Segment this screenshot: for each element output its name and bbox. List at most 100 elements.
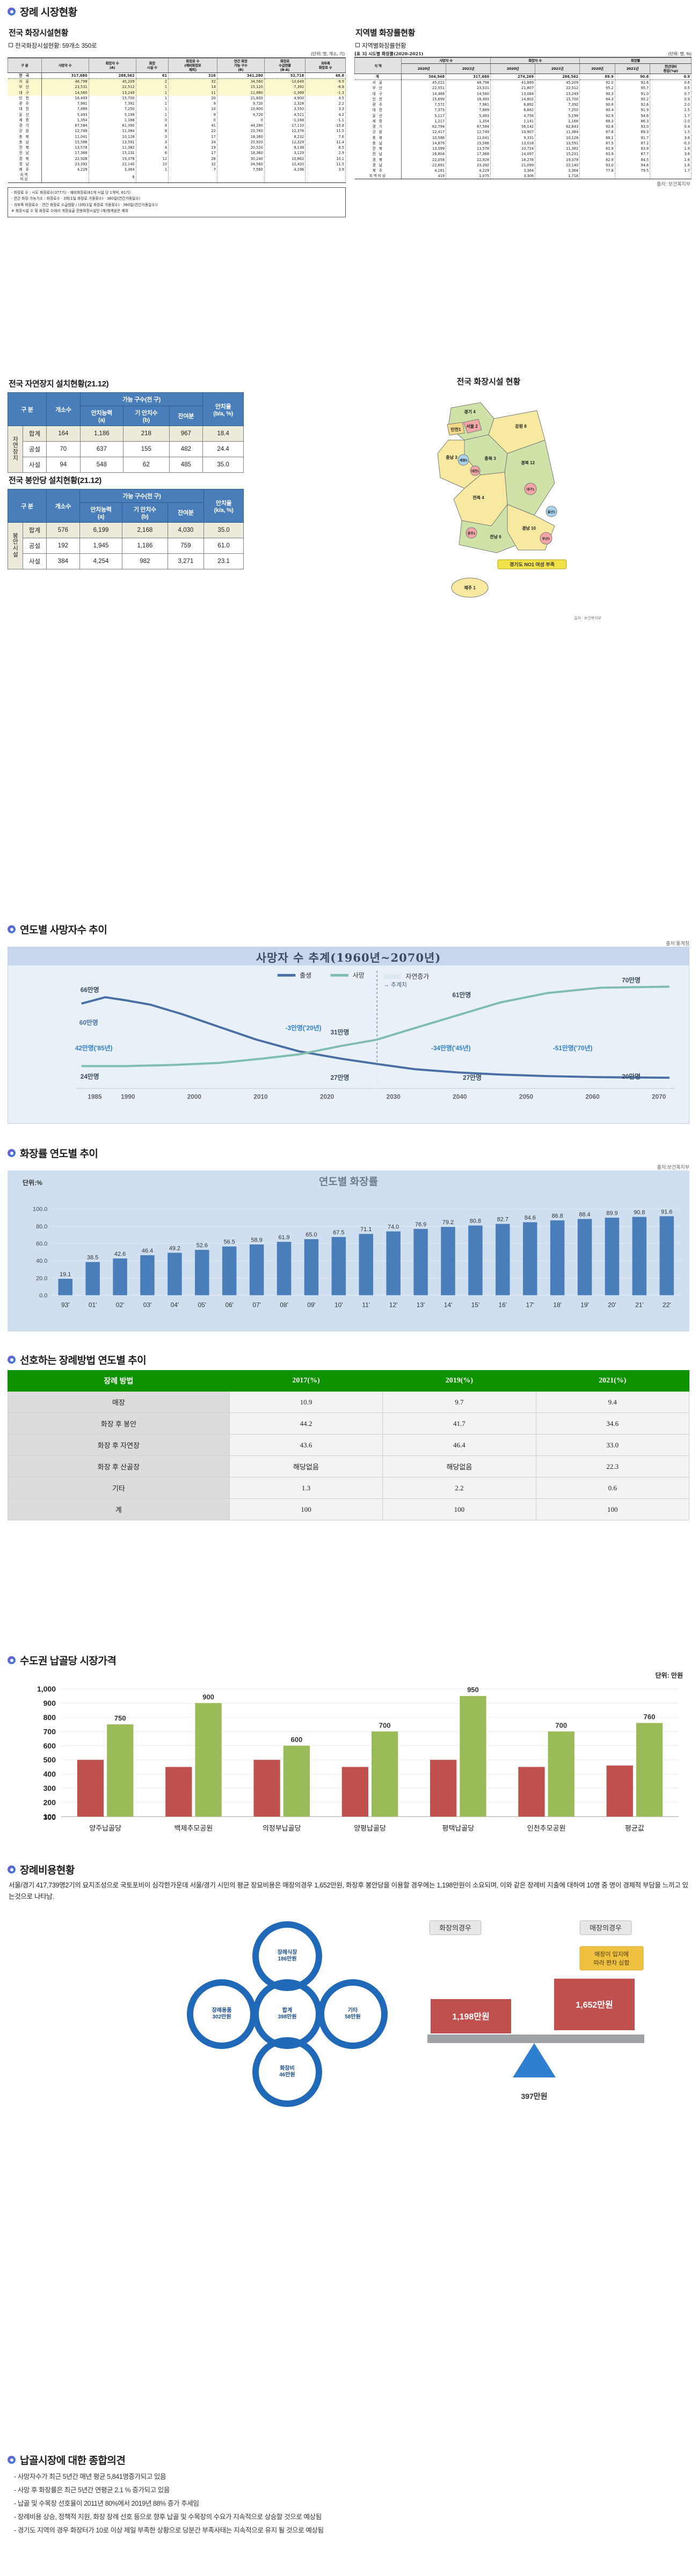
table-cell: 24.4 (202, 441, 244, 457)
table-cell: 67,584 (41, 123, 89, 129)
x-tick: 2010 (253, 1093, 268, 1101)
x-tick: 의정부납골당 (263, 1824, 301, 1832)
x-tick-labels: 양주납골당 백제추모공원 의정부납골당 양평납골당 평택납골당 인천추모공원 평균값 (89, 1824, 644, 1832)
table-cell (217, 172, 265, 183)
x-tick: 07' (252, 1301, 261, 1308)
cost-paragraph: 서울/경기 417,739명2기의 묘지조성으로 국토포비이 심각한가운데 서울… (9, 1882, 688, 1901)
table-cell: 1,168 (535, 118, 580, 125)
table-cell (41, 172, 89, 183)
bar-value: 700 (379, 1721, 391, 1729)
th-sub: 2021년 (535, 63, 580, 74)
table-cell: 91.9 (615, 107, 651, 113)
table-cell: 2.0 (650, 102, 692, 108)
x-tick: 13' (417, 1301, 425, 1308)
table-cell: 22,551 (401, 85, 447, 91)
table-cell: 10 (136, 161, 169, 167)
table-cell: 419 (401, 173, 447, 180)
table-row: 광 주 7,572 7,981 6,892 7,392 90.6 92.6 2.0 (354, 102, 692, 108)
cost-scale-diagram: 화장의경우 매장의경우 매장이 입지에 따라 편차 심함 1,198만원 1,6… (419, 1919, 671, 2117)
map-region-seoul (463, 419, 482, 434)
note-line: - 연간 화장 가능기수 : 화장로수 · 3회(1일 화장로 가동횟수) · … (11, 196, 141, 201)
table-cell: 3.6 (650, 135, 692, 141)
natural-burial-table: 구 분 개소수 가능 구수(천 구) 안치율 (b/a, %) 안치능력 (a)… (8, 392, 244, 473)
crematorium-subtitle: 전국 화장시설현황 (9, 28, 68, 38)
table-row: 전 북 13,099 13,578 10,724 11,382 81.9 83.8 1.9 (354, 146, 692, 152)
table-cell: 0.9 (650, 73, 692, 80)
preference-table: 장례 방법 2017(%) 2019(%) 2021(%) 매장 10.9 9.7 9.4 화… (8, 1370, 690, 1520)
table-cell: 1,186 (122, 538, 168, 554)
table-cell: 10,128 (535, 135, 580, 141)
table-cell: 4,196 (264, 166, 306, 173)
y-tick: 100.0 (33, 1206, 47, 1213)
table-row: 매장 10.9 9.7 9.4 (8, 1391, 690, 1413)
table-cell: 전 국 (8, 72, 42, 79)
table-row: 공설 192 1,945 1,186 759 61.0 (8, 538, 244, 554)
bar-value: 38.5 (87, 1255, 98, 1261)
th-capacity-group: 가능 구수(천 구) (79, 489, 205, 503)
table-cell: 13,249 (89, 90, 136, 96)
table-cell: 87.7 (615, 151, 651, 157)
bullet-ring-icon (8, 8, 16, 16)
bullet-ring-icon (8, 925, 16, 933)
table-cell: 23.1 (203, 553, 244, 569)
th-sub: 2020년 (401, 63, 447, 74)
table-cell: 1,075 (446, 173, 491, 180)
x-tick: 02' (116, 1301, 125, 1308)
table-cell (136, 172, 169, 183)
korea-map-svg: 서울 2 인천1 경기 4 강원 8 충북 3 충남 3 세종0 대전1 경북 … (437, 402, 567, 598)
table-cell: 4,254 (79, 553, 123, 569)
x-tick: 2060 (585, 1093, 600, 1101)
x-tick: 평택납골당 (442, 1824, 474, 1832)
table-cell: -1,369 (264, 90, 306, 96)
table-cell: 15,231 (89, 150, 136, 156)
columbarium-block: 전국 봉안당 설치현황(21.12) 구 분 개소수 가능 구수(천 구) 안치… (8, 472, 244, 569)
bar (249, 1244, 264, 1296)
table-row: 경 북 22,928 19,378 12 28 30,240 10,862 10.1 (8, 156, 346, 162)
table-cell: 2,328 (264, 101, 306, 107)
table-cell: 48,798 (41, 78, 89, 85)
table-cell: 16,493 (41, 95, 89, 101)
th-sub: 2020년 (579, 63, 615, 74)
bar (659, 1216, 674, 1296)
bar (441, 1227, 455, 1296)
table-cell: 1.7 (650, 113, 692, 119)
table-cell: 3.3 (305, 106, 346, 112)
table-cell: 4.2 (305, 112, 346, 118)
table-cell: 164 (46, 426, 81, 442)
table-cell: 23,392 (446, 162, 491, 168)
table-cell: 사설 (23, 457, 47, 473)
table-cell: 8,232 (264, 134, 306, 140)
map-label-gyeongbuk: 경북 12 (521, 460, 535, 465)
table-cell: 12,329 (264, 139, 306, 145)
table-cell: 1.3 (229, 1477, 383, 1499)
table-row: 전 국 317,680 288,562 61 316 341,280 52,718 48.8 (8, 72, 346, 79)
table-cell: 17 (168, 150, 217, 156)
table-cell: 7,572 (401, 102, 447, 108)
table-row: 세 종 1,354 1,168 0 0 0 -1,168 -1.1 (8, 117, 346, 123)
y-tick: 500 (43, 1755, 56, 1764)
death-trend-title: 연도별 사망자수 추이 (20, 925, 107, 936)
y-gridlines (61, 1688, 679, 1817)
bar-value: 86.8 (551, 1213, 563, 1219)
x-tick: 1985 (88, 1093, 102, 1101)
th-remaining: 잔여분 (167, 502, 205, 523)
table-cell: 광 주 (354, 102, 402, 108)
table-cell: 0.5 (650, 85, 692, 91)
table-cell: 경 남 (354, 162, 402, 168)
table-row: 충 북 10,586 11,041 9,331 10,128 88.1 91.7 3.6 (354, 135, 692, 141)
table-cell: 경 기 (354, 124, 402, 130)
x-tick: 11' (362, 1301, 370, 1308)
x-tick: 22' (663, 1301, 671, 1308)
scale-right-label: 매장의경우 (590, 1924, 622, 1932)
x-tick: 06' (225, 1301, 234, 1308)
table-cell: 13,591 (535, 140, 580, 147)
circle-supplies: 장례용품 302만원 (187, 1979, 257, 2049)
table-cell: 87.2 (615, 140, 651, 147)
bar-upper (195, 1703, 222, 1817)
th-capacity: 안치능력 (a) (79, 406, 124, 426)
circle-label: 화장비 46만원 (279, 2065, 295, 2079)
section-cremation-rate: 화장률 연도별 추이 출처:보건복지부 연도별 화장률 단위:% 0.0 20.0… (8, 1146, 690, 1331)
x-tick: 12' (389, 1301, 398, 1308)
